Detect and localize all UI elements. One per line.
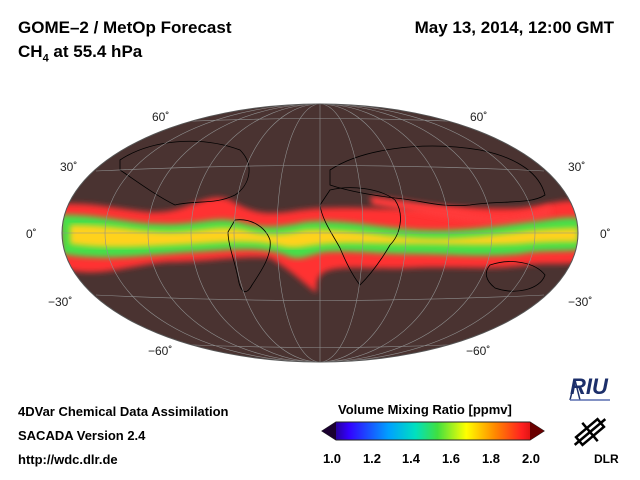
colorbar-under (322, 422, 336, 440)
lat-label-60s-left: −60˚ (148, 344, 173, 358)
coastline-eurasia (329, 145, 546, 207)
map-title: GOME–2 / MetOp Forecast (18, 18, 232, 37)
coastline-australia (485, 261, 546, 292)
lat-label-30s-left: −30˚ (48, 295, 73, 309)
species-level-label: CH4 at 55.4 hPa (18, 42, 143, 65)
coastline-africa (319, 187, 401, 286)
colorbar-tick-5: 1.8 (481, 451, 501, 466)
lat-label-eq-right: 0˚ (600, 227, 611, 241)
dlr-logo (573, 417, 607, 447)
footer-link[interactable]: http://wdc.dlr.de (18, 452, 118, 467)
colorbar-tick-3: 1.4 (401, 451, 421, 466)
lat-label-eq-left: 0˚ (26, 227, 37, 241)
colorbar-tick-1: 1.0 (322, 451, 342, 466)
lat-label-60s-right: −60˚ (466, 344, 491, 358)
riu-logo-text: RIU (570, 374, 608, 399)
lat-label-60n-right: 60˚ (470, 110, 488, 124)
footer-line-1: 4DVar Chemical Data Assimilation (18, 404, 229, 419)
tracer-streak-north (370, 196, 552, 225)
dlr-logo-text: DLR (594, 452, 619, 466)
colorbar-tick-4: 1.6 (441, 451, 461, 466)
colorbar-tick-6: 2.0 (521, 451, 541, 466)
tracer-band-core (70, 224, 578, 248)
colorbar-tick-2: 1.2 (362, 451, 382, 466)
riu-logo-mark (569, 379, 610, 401)
lat-label-30n-right: 30˚ (568, 160, 586, 174)
datetime-label: May 13, 2014, 12:00 GMT (414, 18, 614, 37)
footer-line-2: SACADA Version 2.4 (18, 428, 146, 443)
coastline-south-america (227, 219, 271, 293)
lat-label-30n-left: 30˚ (60, 160, 78, 174)
colorbar (321, 421, 545, 441)
lat-label-30s-right: −30˚ (568, 295, 593, 309)
lat-label-60n-left: 60˚ (152, 110, 170, 124)
coastline-north-america (119, 140, 250, 206)
colorbar-over (530, 422, 544, 440)
colorbar-title: Volume Mixing Ratio [ppmv] (338, 402, 512, 417)
